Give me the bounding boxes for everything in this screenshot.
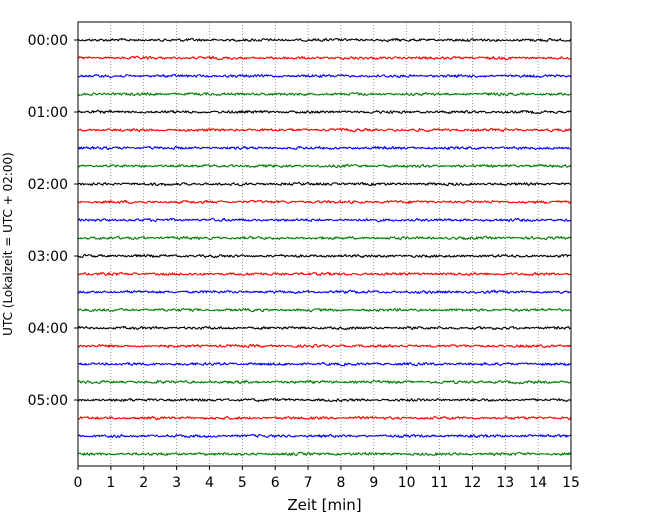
- x-grid: [110, 22, 539, 466]
- y-tick-label: 01:00: [28, 105, 68, 121]
- y-axis-label: UTC (Lokalzeit = UTC + 02:00): [1, 152, 15, 336]
- trace-line: [77, 361, 572, 367]
- trace-group: [77, 37, 572, 457]
- x-tick-label: 0: [74, 475, 83, 491]
- x-tick-label: 15: [562, 475, 580, 491]
- trace-line: [77, 217, 572, 223]
- trace-line: [77, 307, 572, 313]
- x-tick-label: 12: [463, 475, 481, 491]
- trace-line: [77, 451, 572, 457]
- trace-line: [77, 325, 572, 331]
- y-tick-label: 03:00: [28, 249, 68, 265]
- y-tick-label: 05:00: [28, 393, 68, 409]
- y-tick-label: 02:00: [28, 177, 68, 193]
- x-tick-label: 9: [369, 475, 378, 491]
- x-tick-label: 2: [139, 475, 148, 491]
- y-axis: 00:00 01:00 02:00 03:00 04:00 05:00: [28, 33, 78, 409]
- x-tick-label: 10: [398, 475, 416, 491]
- trace-line: [77, 145, 572, 151]
- x-tick-label: 6: [271, 475, 280, 491]
- trace-line: [77, 415, 572, 421]
- trace-line: [77, 253, 572, 259]
- plot-frame: [77, 21, 572, 467]
- trace-line: [77, 271, 572, 277]
- trace-line: [77, 199, 572, 205]
- trace-line: [77, 289, 572, 295]
- trace-line: [77, 127, 572, 133]
- trace-line: [77, 181, 572, 187]
- trace-line: [77, 163, 572, 169]
- x-tick-label: 3: [172, 475, 181, 491]
- y-tick-label: 00:00: [28, 33, 68, 49]
- trace-line: [77, 73, 572, 79]
- x-axis-label: Zeit [min]: [287, 496, 361, 514]
- trace-line: [77, 397, 572, 403]
- trace-line: [77, 55, 572, 61]
- x-tick-label: 8: [336, 475, 345, 491]
- trace-line: [77, 379, 572, 385]
- trace-line: [77, 109, 572, 115]
- trace-line: [77, 433, 572, 439]
- trace-line: [77, 37, 572, 43]
- x-tick-label: 11: [431, 475, 449, 491]
- x-tick-label: 14: [529, 475, 547, 491]
- x-tick-label: 1: [106, 475, 115, 491]
- x-tick-label: 13: [496, 475, 514, 491]
- x-tick-label: 7: [304, 475, 313, 491]
- trace-line: [77, 343, 572, 349]
- x-tick-label: 4: [205, 475, 214, 491]
- x-axis: 0 1 2 3 4 5 6 7 8 9 10 11 12 13 14 15: [74, 466, 580, 491]
- trace-line: [77, 91, 572, 97]
- x-tick-label: 5: [238, 475, 247, 491]
- trace-line: [77, 235, 572, 241]
- y-tick-label: 04:00: [28, 321, 68, 337]
